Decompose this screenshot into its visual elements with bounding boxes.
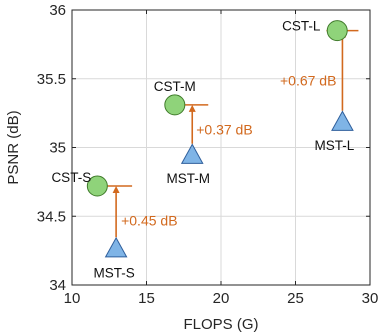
gain-label: +0.67 dB [280,73,336,89]
data-markers [86,20,354,258]
cst-point-label: CST-L [282,19,321,34]
mst-point-label: MST-L [315,138,355,153]
cst-marker [86,175,108,197]
mst-point-label: MST-S [93,265,134,280]
mst-marker [180,143,204,164]
mst-marker [331,110,354,131]
improvement-annotations: +0.45 dB +0.37 dB +0.67 dB [100,29,359,238]
gain-label: +0.37 dB [196,121,252,137]
mst-marker [104,236,128,258]
cst-marker [164,94,186,116]
y-tick-label: 35 [49,140,66,157]
mst-point-label: MST-M [166,171,210,186]
y-tick-label: 35.5 [37,71,66,88]
gain-arrow-head [188,104,196,112]
x-tick-label: 15 [138,290,155,307]
gain-label: +0.45 dB [121,213,177,229]
x-tick-label: 25 [287,290,304,307]
point-labels: CST-S CST-M CST-L MST-S MST-M MST-L [51,19,354,281]
x-axis-label: FLOPS (G) [183,316,258,333]
y-axis-label: PSNR (dB) [5,110,22,184]
y-tick-label: 34 [49,277,66,294]
gain-arrow-head [112,186,120,193]
axis-ticks: 10 15 20 25 30 34 34.5 35 35.5 36 [37,2,378,307]
x-tick-label: 30 [362,290,378,307]
y-tick-label: 36 [49,2,66,19]
cst-marker [326,20,348,42]
x-tick-label: 20 [213,290,230,307]
x-tick-label: 10 [64,290,81,307]
cst-point-label: CST-M [154,79,196,94]
y-tick-label: 34.5 [37,208,66,225]
cst-point-label: CST-S [51,170,91,185]
